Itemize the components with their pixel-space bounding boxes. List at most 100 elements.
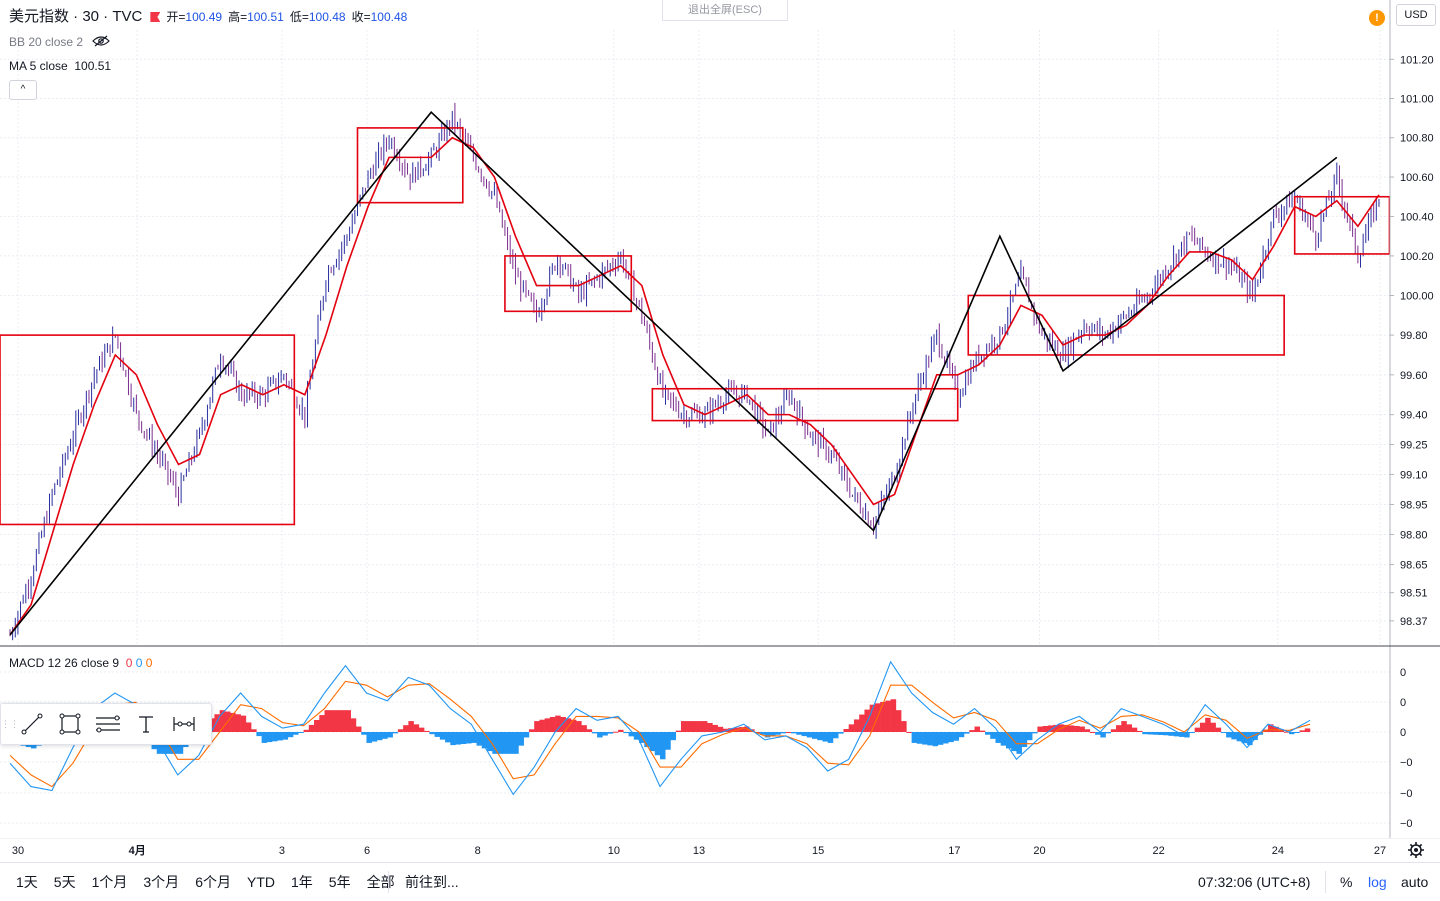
time-axis[interactable]: 30 4月 3 6 8 10 13 15 17 20 22 24 27 [0,838,1440,862]
macd-hist-bar [644,732,650,748]
macd-axis[interactable]: 0 0 0 −0 −0 −0 [1389,648,1413,838]
macd-hist-bar [932,732,939,747]
range-button-0[interactable]: 1天 [16,874,38,890]
drawing-toolbar[interactable]: ⋮⋮ [0,703,212,745]
macd-hist-bar [649,732,656,752]
fib-lines-tool[interactable] [89,707,127,741]
flag-icon[interactable] [150,12,161,22]
trend-line-tool[interactable] [13,707,51,741]
ma-5-line [9,136,1380,636]
range-button-6[interactable]: 1年 [290,874,313,890]
macd-legend[interactable]: MACD 12 26 close 9 0 0 0 [9,655,152,671]
range-rectangle-1[interactable] [356,127,464,204]
macd-hist-bar [764,732,771,738]
zigzag-line[interactable] [9,111,1338,636]
macd-hist-bar [1000,732,1007,746]
macd-hist-bar [722,728,729,732]
price-axis[interactable]: 101.20 101.00 100.80 100.60 100.40 100.20 100.… [0,0,1440,648]
macd-hist-bar [476,732,483,746]
clock-timezone[interactable]: 07:32:06 (UTC+8) [1198,874,1311,890]
goto-date-button[interactable]: 前往到... [405,874,459,890]
macd-hist-bar [943,732,949,744]
rectangle-icon [59,713,81,735]
exit-fullscreen-button[interactable]: 退出全屏(ESC) [662,0,788,21]
drag-handle[interactable]: ⋮⋮ [1,719,19,729]
macd-hist-bar [733,727,739,732]
bb-label[interactable]: BB 20 close 2 [9,35,84,49]
macd-hist-bar [911,732,918,743]
range-rectangle-0[interactable] [0,334,296,526]
macd-hist-bar [1126,724,1133,732]
macd-hist-bar [507,732,514,754]
range-button-1[interactable]: 5天 [53,874,76,890]
macd-hist-bar [487,732,493,752]
macd-tick-label: 0 [1400,667,1406,679]
collapse-legend-button[interactable]: ^ [9,80,37,100]
ma-legend[interactable]: MA 5 close 100.51 [9,58,111,74]
macd-hist-bar [261,732,268,743]
x-tick-label: 27 [1374,845,1386,857]
macd-hist-bar [345,710,351,732]
signal-line [9,680,1311,788]
price-chart[interactable]: 101.20 101.00 100.80 100.60 100.40 100.20 100.… [0,0,1440,648]
y-tick-label: 100.80 [1400,133,1434,145]
range-button-8[interactable]: 全部 [366,874,395,890]
ma-line [9,136,1380,636]
range-rectangle-3[interactable] [651,387,959,422]
macd-hist-bar [990,732,996,739]
macd-hist-bar [1163,732,1169,736]
macd-hist-bar [1210,722,1216,732]
range-button-2[interactable]: 1个月 [91,874,128,890]
macd-hist-bar [1184,732,1190,738]
macd-hist-bar [424,730,430,732]
macd-hist-bar [665,732,671,750]
percent-scale-button[interactable]: % [1340,874,1353,890]
macd-hist-bar [832,732,839,739]
measure-tool[interactable] [165,707,203,741]
macd-hist-bar [460,732,467,745]
range-button-4[interactable]: 6个月 [195,874,231,890]
macd-hist-bar [770,732,776,737]
range-rectangle-2[interactable] [504,255,633,313]
ma-label[interactable]: MA 5 close [9,59,68,73]
macd-hist-bar [1068,725,1075,732]
symbol-title[interactable]: 美元指数 · 30 · TVC [9,8,143,25]
macd-hist-bar [822,732,828,742]
price-series [9,102,1380,641]
range-button-3[interactable]: 3个月 [143,874,180,890]
log-scale-button[interactable]: log [1368,874,1387,890]
range-rectangle-5[interactable] [1293,195,1391,255]
range-rectangles[interactable] [0,127,1391,526]
currency-button[interactable]: USD [1396,4,1436,26]
y-tick-label: 99.25 [1400,440,1428,452]
range-button-7[interactable]: 5年 [328,874,351,890]
rectangle-tool[interactable] [51,707,89,741]
x-tick-label: 6 [364,845,370,857]
macd-label[interactable]: MACD 12 26 close 9 [9,656,120,670]
macd-hist-bar [848,724,855,732]
macd-hist-bar [549,716,556,732]
macd-hist-bar [806,732,813,738]
symbol-legend[interactable]: 美元指数 · 30 · TVC 开=100.49 高=100.51 低=100.48 收… [9,8,413,25]
gear-icon[interactable] [1408,842,1424,858]
x-tick-label: 20 [1033,845,1045,857]
alert-icon[interactable]: ! [1369,10,1385,26]
macd-hist-bar [445,732,451,743]
range-rectangle-4[interactable] [967,294,1285,356]
text-tool[interactable] [127,707,165,741]
macd-hist-bar [1268,724,1274,732]
macd-hist-bar [633,732,640,740]
eye-off-icon[interactable] [92,35,111,47]
bb-legend[interactable]: BB 20 close 2 [9,34,111,50]
macd-hist-bar [1157,732,1164,736]
macd-chart[interactable]: 000−0−0−0 [0,648,1440,838]
zigzag-polyline[interactable] [9,111,1338,636]
range-button-5[interactable]: YTD [246,874,275,890]
macd-hist-bar [1005,732,1012,749]
y-tick-label: 98.51 [1400,588,1428,600]
macd-hist-bar [1037,726,1043,732]
ma-value: 100.51 [74,59,112,73]
macd-hist-bar [1110,729,1117,732]
macd-hist-bar [466,732,472,744]
auto-scale-button[interactable]: auto [1401,874,1429,890]
